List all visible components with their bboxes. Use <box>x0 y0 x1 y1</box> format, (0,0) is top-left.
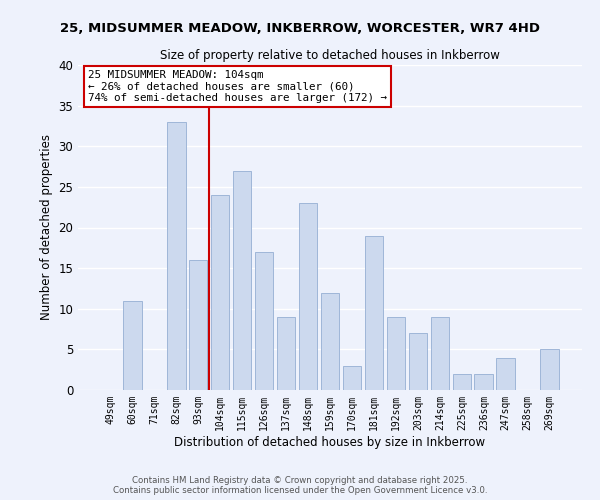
Bar <box>475 374 493 390</box>
Bar <box>541 350 559 390</box>
X-axis label: Distribution of detached houses by size in Inkberrow: Distribution of detached houses by size … <box>175 436 485 448</box>
Bar <box>452 374 471 390</box>
Bar <box>211 195 229 390</box>
Text: 25 MIDSUMMER MEADOW: 104sqm
← 26% of detached houses are smaller (60)
74% of sem: 25 MIDSUMMER MEADOW: 104sqm ← 26% of det… <box>88 70 387 103</box>
Bar <box>233 170 251 390</box>
Text: 25, MIDSUMMER MEADOW, INKBERROW, WORCESTER, WR7 4HD: 25, MIDSUMMER MEADOW, INKBERROW, WORCEST… <box>60 22 540 36</box>
Text: Contains HM Land Registry data © Crown copyright and database right 2025.
Contai: Contains HM Land Registry data © Crown c… <box>113 476 487 495</box>
Bar <box>320 292 340 390</box>
Bar <box>277 317 295 390</box>
Bar <box>386 317 405 390</box>
Bar <box>343 366 361 390</box>
Y-axis label: Number of detached properties: Number of detached properties <box>40 134 53 320</box>
Bar <box>431 317 449 390</box>
Bar <box>167 122 185 390</box>
Bar <box>189 260 208 390</box>
Bar <box>255 252 274 390</box>
Bar <box>123 300 142 390</box>
Bar <box>409 333 427 390</box>
Bar <box>496 358 515 390</box>
Bar <box>299 203 317 390</box>
Bar <box>365 236 383 390</box>
Title: Size of property relative to detached houses in Inkberrow: Size of property relative to detached ho… <box>160 50 500 62</box>
